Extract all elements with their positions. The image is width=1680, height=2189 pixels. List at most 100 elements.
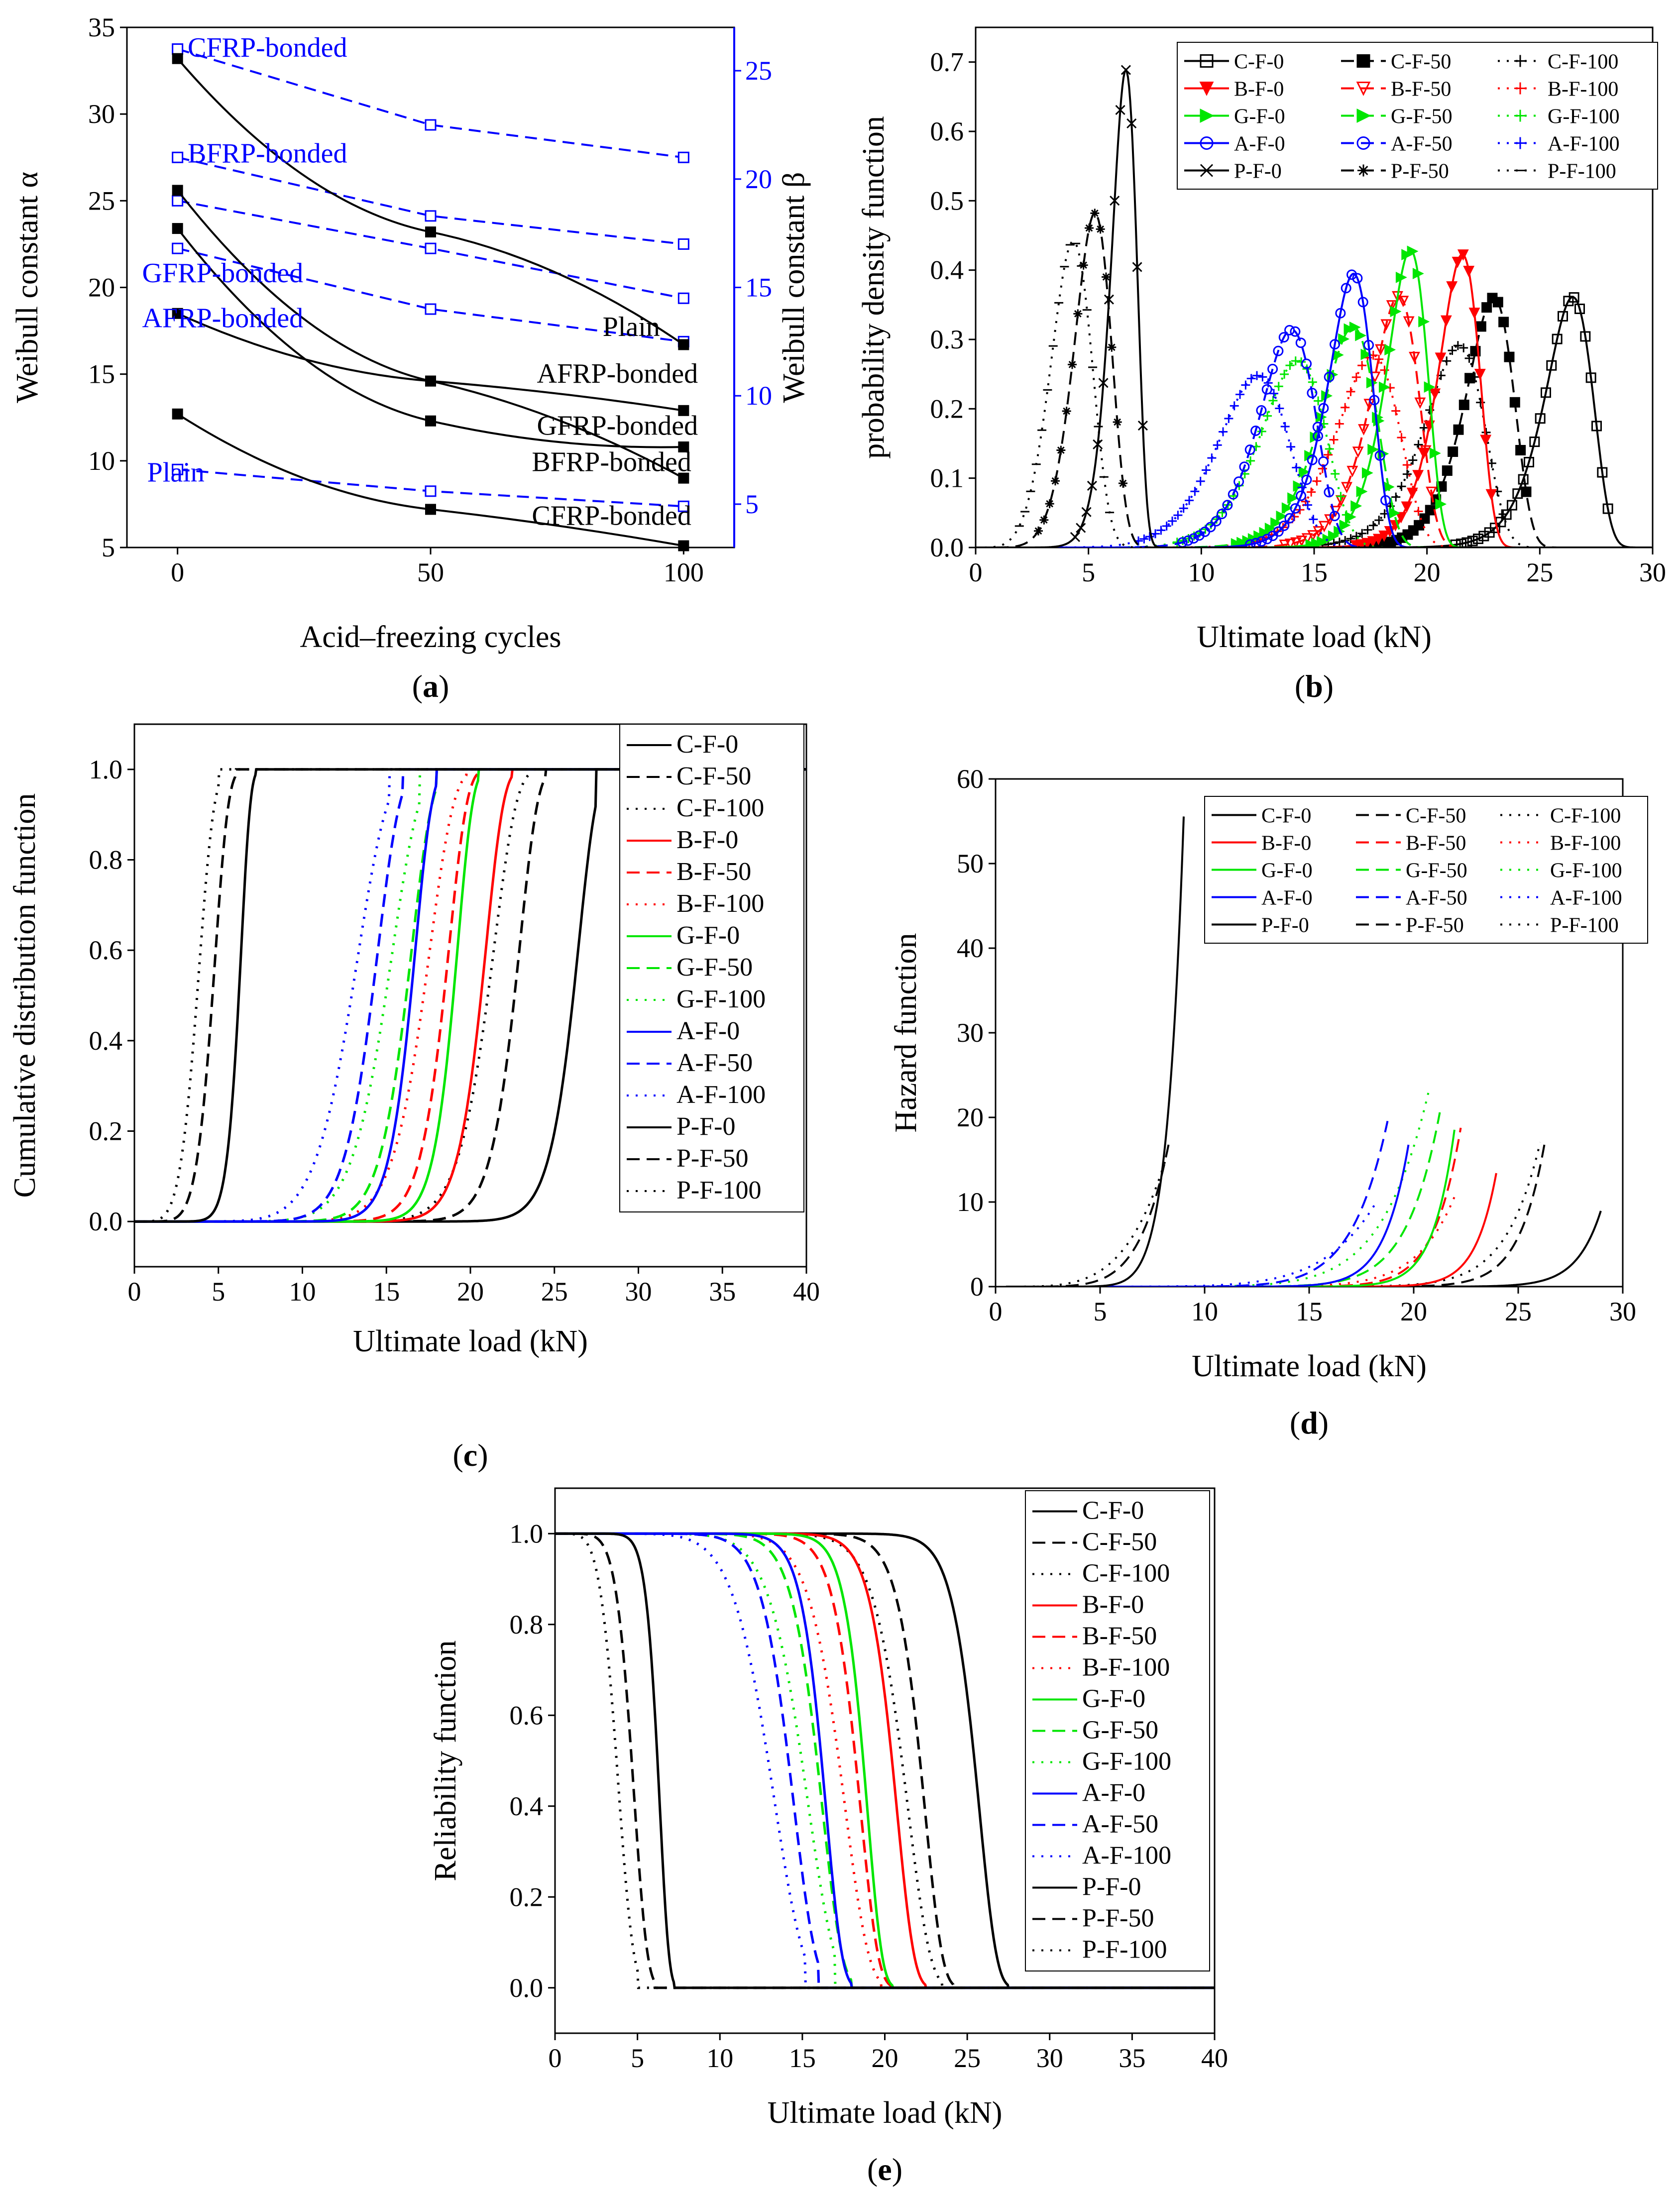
marker	[1200, 136, 1214, 150]
legend-label-a-f-100: A-F-100	[676, 1081, 766, 1109]
marker	[1346, 269, 1357, 280]
marker	[1384, 344, 1396, 356]
hazard-line-p-f-100	[1006, 1161, 1166, 1287]
marker	[1284, 539, 1296, 547]
marker	[1475, 321, 1486, 332]
y-tick-label: 0.8	[89, 845, 123, 875]
pdf-line-a-f-0	[976, 272, 1652, 547]
marker	[1162, 521, 1171, 531]
marker	[1200, 109, 1215, 123]
annotation-6: AFRP-bonded	[537, 358, 698, 389]
x-tick-label: 30	[1639, 557, 1666, 587]
legend-label-g-f-100: G-F-100	[1082, 1748, 1171, 1776]
marker	[1507, 500, 1518, 511]
marker	[1442, 465, 1453, 476]
x-tick-label: 20	[872, 2043, 898, 2073]
panel-label: (a)	[412, 668, 449, 704]
legend-label-p-f-100: P-F-100	[1550, 914, 1619, 937]
marker	[1312, 422, 1323, 433]
y-axis-label: Reliability function	[429, 1641, 462, 1881]
annotation-7: GFRP-bonded	[537, 411, 698, 441]
hazard-line-p-f-50	[1006, 1142, 1170, 1287]
marker	[1397, 433, 1406, 442]
marker	[1118, 478, 1127, 488]
marker	[1401, 249, 1413, 261]
y-tick-label: 0.2	[89, 1116, 123, 1146]
marker	[1290, 503, 1301, 514]
hazard-curves	[1006, 816, 1602, 1287]
marker	[1552, 333, 1563, 344]
annotation-0: CFRP-bonded	[188, 32, 347, 63]
y-tick-label: 60	[957, 764, 984, 794]
marker	[1280, 369, 1289, 379]
marker	[1473, 534, 1484, 545]
legend-label-b-f-50: B-F-50	[1391, 78, 1451, 101]
marker	[1429, 447, 1441, 459]
legend-label-b-f-50: B-F-50	[1082, 1622, 1157, 1650]
marker	[1378, 381, 1390, 393]
marker	[1318, 456, 1329, 467]
marker	[1312, 476, 1322, 486]
marker	[1597, 467, 1608, 478]
marker	[1426, 486, 1437, 498]
marker	[1485, 489, 1497, 501]
marker	[1287, 492, 1299, 504]
marker	[1324, 487, 1335, 498]
marker	[1468, 308, 1480, 320]
reliability-curves	[555, 1532, 1215, 1989]
marker	[1281, 502, 1293, 514]
x-tick-label: 20	[457, 1277, 484, 1307]
y-tick-label: 35	[88, 12, 115, 42]
marker	[1062, 406, 1071, 416]
legend-label-g-f-100: G-F-100	[676, 985, 766, 1013]
y-axis-label: Hazard function	[889, 933, 923, 1132]
marker	[1205, 522, 1216, 533]
pdf-line-p-f-0	[976, 68, 1652, 547]
marker	[1375, 344, 1386, 356]
x-tick-label: 15	[789, 2043, 816, 2073]
hazard-line-c-f-100	[1121, 1142, 1542, 1287]
alpha-point	[678, 472, 689, 484]
x-tick-label: 0	[969, 557, 983, 587]
marker	[1403, 316, 1415, 328]
legend-label-b-f-0: B-F-0	[1082, 1591, 1144, 1619]
marker	[1207, 453, 1217, 463]
marker	[1120, 65, 1131, 75]
y2-tick-label: 15	[745, 273, 772, 303]
x-tick-label: 25	[954, 2043, 981, 2073]
y2-tick-label: 20	[745, 164, 772, 194]
marker	[1363, 525, 1372, 535]
legend-label-g-f-100: G-F-100	[1550, 860, 1622, 882]
marker	[1391, 406, 1401, 416]
y-tick-label: 0.3	[930, 325, 964, 354]
marker	[1498, 509, 1508, 519]
hazard-line-g-f-0	[1121, 1129, 1456, 1287]
marker	[1329, 511, 1340, 522]
marker	[1270, 517, 1282, 529]
marker	[1412, 268, 1424, 279]
marker	[1168, 516, 1177, 526]
marker	[1514, 82, 1526, 95]
legend-label-a-f-50: A-F-50	[1082, 1810, 1158, 1839]
marker	[1504, 351, 1515, 362]
beta-point	[172, 43, 184, 55]
marker	[1418, 316, 1430, 328]
marker	[1361, 467, 1373, 479]
marker	[1369, 395, 1380, 406]
marker	[1409, 351, 1420, 363]
legend-label-g-f-100: G-F-100	[1548, 106, 1620, 128]
marker	[1290, 326, 1301, 337]
pdf-line-p-f-50	[976, 212, 1652, 547]
beta-line-afrp-bonded	[177, 247, 684, 343]
marker	[1346, 387, 1355, 396]
alpha-line-cfrp-bonded	[177, 58, 684, 346]
marker	[1470, 372, 1479, 382]
marker	[1298, 466, 1310, 478]
marker	[1196, 476, 1205, 486]
x-tick-label: 25	[541, 1277, 568, 1307]
marker	[1050, 476, 1060, 486]
x-tick-label: 5	[212, 1277, 225, 1307]
marker	[1363, 339, 1374, 350]
marker	[1250, 538, 1261, 547]
y-tick-label: 0.7	[930, 47, 964, 77]
